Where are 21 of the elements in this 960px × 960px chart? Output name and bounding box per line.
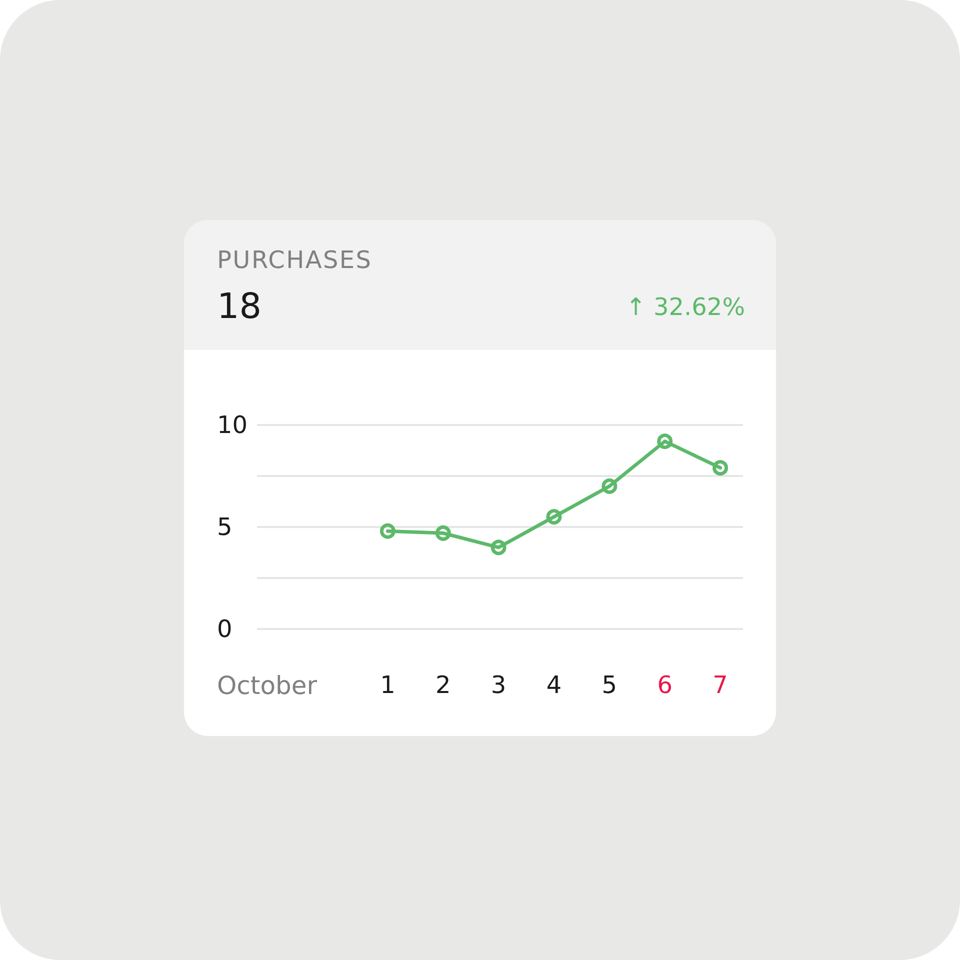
y-tick-label: 0 bbox=[217, 615, 232, 643]
x-tick-label: 1 bbox=[380, 671, 396, 699]
x-tick-label: 6 bbox=[657, 671, 672, 699]
y-tick-label: 10 bbox=[217, 411, 248, 439]
chart-subtitle: 18 bbox=[217, 287, 262, 327]
point bbox=[380, 523, 396, 539]
point bbox=[490, 540, 506, 556]
x-tick-label: 5 bbox=[602, 671, 618, 699]
chart-title: PURCHASES bbox=[217, 246, 372, 274]
point bbox=[602, 478, 618, 494]
x-tick-label: 7 bbox=[712, 671, 728, 699]
text: ↑ 32.62% bbox=[626, 293, 745, 321]
x-tick-label: 2 bbox=[436, 671, 451, 699]
point bbox=[657, 434, 673, 450]
x-tick-label: 3 bbox=[490, 671, 506, 699]
y-tick-label: 5 bbox=[217, 513, 232, 541]
x-axis-title: October bbox=[217, 671, 318, 700]
point bbox=[435, 525, 451, 541]
x-tick-label: 4 bbox=[546, 671, 562, 699]
point bbox=[546, 509, 562, 525]
point bbox=[712, 460, 728, 476]
